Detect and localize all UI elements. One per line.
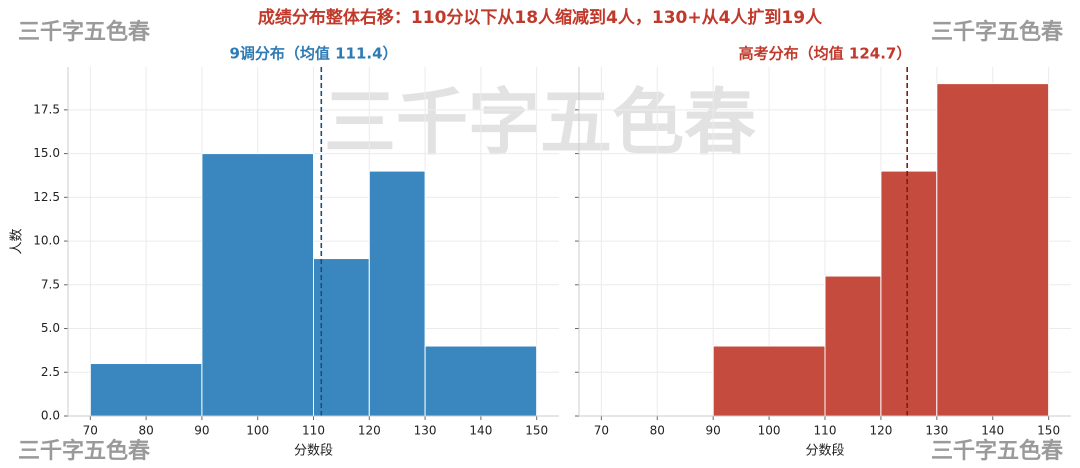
y-tick-label: 7.5 xyxy=(41,277,60,291)
x-tick-label: 120 xyxy=(869,424,892,438)
bar xyxy=(824,275,882,417)
x-tick-label: 100 xyxy=(246,424,269,438)
x-tick-label: 90 xyxy=(706,424,721,438)
bar xyxy=(712,345,826,417)
x-axis-label: 分数段 xyxy=(805,444,844,459)
y-axis-label: 人数 xyxy=(10,228,25,254)
bar xyxy=(201,153,314,417)
x-tick-label: 130 xyxy=(414,424,437,438)
x-tick-label: 70 xyxy=(83,424,98,438)
x-tick-label: 90 xyxy=(194,424,209,438)
subplot-title: 高考分布（均值 124.7） xyxy=(739,45,912,63)
y-tick-label: 0.0 xyxy=(41,409,60,423)
bar xyxy=(368,170,426,417)
x-tick-label: 150 xyxy=(525,424,548,438)
figure-title: 成绩分布整体右移：110分以下从18人缩减到4人，130+从4人扩到19人 xyxy=(258,7,823,28)
y-tick-label: 10.0 xyxy=(33,234,60,248)
y-tick-label: 15.0 xyxy=(33,146,60,160)
bar xyxy=(936,83,1050,417)
x-tick-label: 140 xyxy=(469,424,492,438)
x-tick-label: 110 xyxy=(302,424,325,438)
y-tick-label: 12.5 xyxy=(33,190,60,204)
y-tick-label: 5.0 xyxy=(41,321,60,335)
x-tick-label: 120 xyxy=(358,424,381,438)
x-tick-label: 130 xyxy=(925,424,948,438)
x-tick-label: 140 xyxy=(981,424,1004,438)
bar xyxy=(89,363,203,417)
bar xyxy=(313,258,370,417)
watermark: 三千字五色春 xyxy=(324,81,756,165)
subplot-title: 9调分布（均值 111.4） xyxy=(229,45,397,63)
y-tick-label: 2.5 xyxy=(41,365,60,379)
bar xyxy=(880,170,938,417)
y-tick-label: 17.5 xyxy=(33,102,60,116)
x-tick-label: 70 xyxy=(594,424,609,438)
bar xyxy=(424,345,538,417)
x-tick-label: 150 xyxy=(1037,424,1060,438)
watermark: 三千字五色春 xyxy=(931,438,1063,464)
watermark: 三千字五色春 xyxy=(18,19,150,45)
x-tick-label: 100 xyxy=(758,424,781,438)
x-axis-label: 分数段 xyxy=(294,444,333,459)
x-tick-label: 80 xyxy=(138,424,153,438)
x-tick-label: 80 xyxy=(650,424,665,438)
watermark: 三千字五色春 xyxy=(18,438,150,464)
x-tick-label: 110 xyxy=(814,424,837,438)
watermark: 三千字五色春 xyxy=(931,19,1063,45)
